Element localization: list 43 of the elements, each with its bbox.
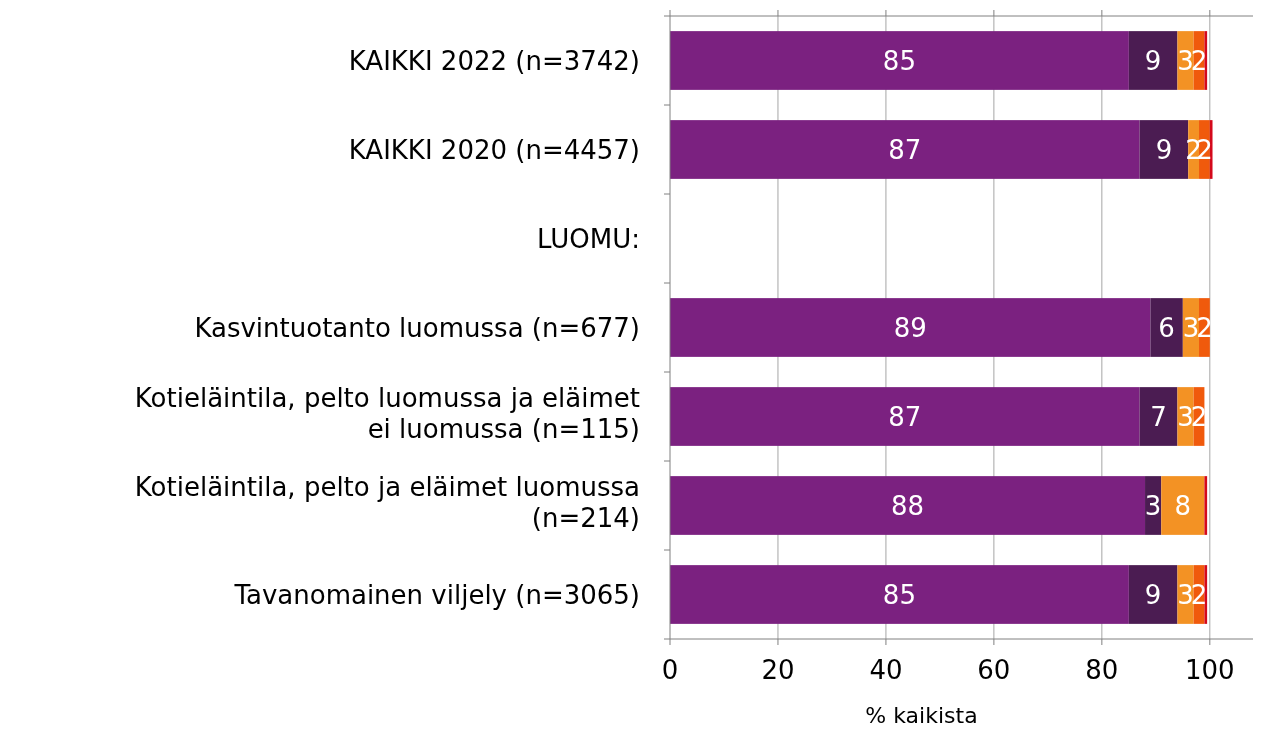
x-tick-label: 100 — [1184, 655, 1235, 685]
bar — [670, 476, 1146, 535]
bar — [1161, 476, 1205, 535]
bar — [1139, 120, 1189, 179]
x-axis-title: % kaikista — [865, 703, 978, 728]
x-tick-label: 20 — [761, 655, 795, 685]
data-label: 8 — [1174, 490, 1192, 521]
data-label: 88 — [890, 490, 925, 521]
data-label: 9 — [1155, 134, 1173, 165]
bar — [670, 120, 1140, 179]
x-tick-label: 0 — [661, 655, 679, 685]
bar — [1204, 476, 1208, 535]
data-label: 9 — [1144, 579, 1162, 610]
bar — [1128, 565, 1178, 624]
y-tick-label: KAIKKI 2020 (n=4457) — [348, 134, 640, 165]
bar — [1150, 298, 1183, 357]
bar — [1204, 565, 1208, 624]
bar — [1128, 31, 1178, 90]
bar — [1209, 120, 1213, 179]
x-tick-label: 40 — [869, 655, 903, 685]
y-tick-label: Tavanomainen viljely (n=3065) — [233, 579, 640, 610]
data-label: 87 — [888, 134, 922, 165]
data-label: 7 — [1150, 401, 1167, 432]
bar — [670, 31, 1129, 90]
y-tick-label: Kotieläintila, pelto ja eläimet luomussa (n=214) — [134, 471, 640, 534]
text: LUOMU: — [537, 223, 640, 254]
x-tick-label: 80 — [1085, 655, 1119, 685]
x-tick-label: 60 — [977, 655, 1011, 685]
data-label: 3 — [1144, 490, 1162, 521]
bar — [670, 565, 1129, 624]
data-label: 87 — [888, 401, 922, 432]
bar — [1139, 387, 1178, 446]
data-label: 6 — [1158, 312, 1175, 343]
bar — [670, 387, 1140, 446]
data-label: 85 — [882, 579, 916, 610]
y-tick-label: Kotieläintila, pelto luomussa ja eläimet ei luomussa (n=115) — [134, 382, 640, 445]
y-tick-label: Kasvintuotanto luomussa (n=677) — [194, 312, 640, 343]
data-label: 9 — [1144, 45, 1162, 76]
data-label: 89 — [893, 312, 927, 343]
bar — [670, 298, 1151, 357]
bar — [1204, 31, 1208, 90]
data-label: 85 — [882, 45, 916, 76]
y-tick-label: KAIKKI 2022 (n=3742) — [348, 45, 640, 76]
